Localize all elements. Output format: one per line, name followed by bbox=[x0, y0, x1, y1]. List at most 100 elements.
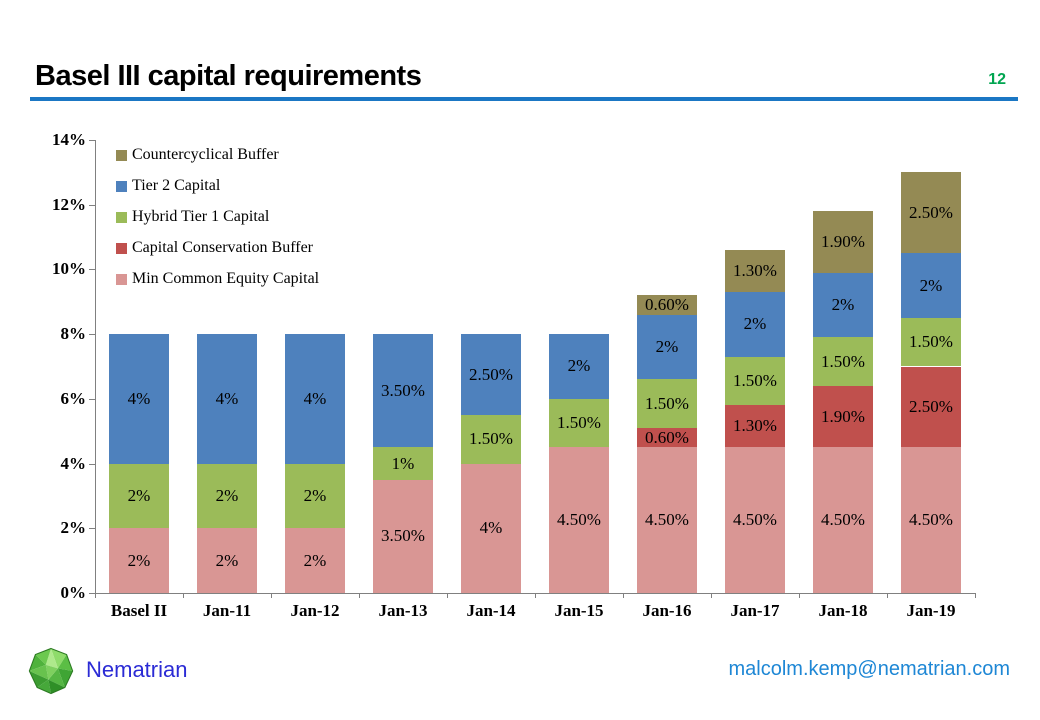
bar-segment-label: 1.90% bbox=[821, 406, 865, 426]
legend-swatch-icon bbox=[116, 273, 127, 285]
x-axis-tick-mark bbox=[887, 593, 888, 598]
x-axis-tick-mark bbox=[359, 593, 360, 598]
bar-segment: 1.50% bbox=[901, 317, 961, 367]
bar-segment: 2% bbox=[285, 463, 345, 529]
contact-email[interactable]: malcolm.kemp@nematrian.com bbox=[728, 658, 1011, 680]
bar-segment: 2% bbox=[109, 463, 169, 529]
bar-segment-label: 1% bbox=[391, 453, 415, 473]
x-axis-tick-mark bbox=[799, 593, 800, 598]
x-axis-category-label: Jan-12 bbox=[290, 601, 340, 620]
legend-item: Capital Conservation Buffer bbox=[116, 239, 319, 257]
bar-segment: 2% bbox=[813, 272, 873, 338]
y-axis-tick-label: 6% bbox=[60, 388, 87, 408]
nematrian-logo-icon bbox=[28, 647, 74, 695]
bar-segment: 1.50% bbox=[549, 398, 609, 448]
bar-segment: 2% bbox=[901, 253, 961, 318]
y-axis-tick-mark bbox=[89, 398, 95, 400]
x-axis-category-label: Jan-13 bbox=[378, 601, 428, 620]
legend-label: Hybrid Tier 1 Capital bbox=[132, 208, 270, 225]
bar-segment-label: 4.50% bbox=[557, 510, 601, 530]
bar-segment-label: 2% bbox=[919, 275, 943, 295]
y-axis-tick-label: 14% bbox=[52, 130, 86, 149]
x-axis-category-label: Jan-14 bbox=[466, 601, 516, 620]
bar-segment-label: 0.60% bbox=[645, 427, 689, 447]
x-axis-tick-mark bbox=[623, 593, 624, 598]
bar-segment-label: 2% bbox=[215, 550, 239, 570]
legend-label: Tier 2 Capital bbox=[132, 177, 221, 194]
legend-label: Capital Conservation Buffer bbox=[132, 239, 313, 256]
bar-segment: 3.50% bbox=[373, 334, 433, 448]
bar-segment-label: 3.50% bbox=[381, 380, 425, 400]
y-axis-tick-mark bbox=[89, 204, 95, 206]
x-axis-tick-mark bbox=[271, 593, 272, 598]
bar-segment: 0.60% bbox=[637, 427, 697, 448]
bar-segment-label: 4.50% bbox=[645, 510, 689, 530]
bar-segment-label: 1.30% bbox=[733, 261, 777, 281]
bar-segment-label: 2% bbox=[127, 550, 151, 570]
bar-segment-label: 2% bbox=[743, 314, 767, 334]
bar-segment-label: 1.30% bbox=[733, 416, 777, 436]
y-axis-tick-label: 2% bbox=[60, 518, 87, 538]
bar-segment: 4.50% bbox=[901, 447, 961, 593]
bar-segment-label: 1.50% bbox=[557, 413, 601, 433]
legend-swatch-icon bbox=[116, 211, 127, 223]
bar-segment: 1.50% bbox=[813, 337, 873, 386]
bar-segment-label: 1.50% bbox=[733, 371, 777, 391]
bar-segment-label: 2.50% bbox=[469, 364, 513, 384]
bar-segment-label: 4% bbox=[479, 518, 503, 538]
bar-segment: 2% bbox=[197, 463, 257, 529]
bar-segment: 2.50% bbox=[901, 366, 961, 448]
x-axis-category-label: Basel II bbox=[110, 601, 168, 620]
bar-segment: 4.50% bbox=[725, 447, 785, 593]
legend-item: Min Common Equity Capital bbox=[116, 270, 319, 288]
legend-swatch-icon bbox=[116, 149, 127, 161]
x-axis-category-label: Jan-18 bbox=[818, 601, 868, 620]
y-axis-tick-label: 4% bbox=[60, 453, 87, 473]
x-axis-tick-mark bbox=[711, 593, 712, 598]
bar-segment-label: 0.60% bbox=[645, 295, 689, 315]
bar-segment-label: 4% bbox=[215, 388, 239, 408]
bar-segment: 4.50% bbox=[549, 447, 609, 593]
y-axis-tick-label: 0% bbox=[60, 583, 87, 602]
bar-segment-label: 2% bbox=[655, 337, 679, 357]
x-axis-category-label: Jan-19 bbox=[906, 601, 956, 620]
legend: Countercyclical Buffer Tier 2 Capital Hybr… bbox=[116, 146, 319, 301]
bar-segment-label: 4.50% bbox=[909, 510, 953, 530]
legend-item: Hybrid Tier 1 Capital bbox=[116, 208, 319, 226]
y-axis-tick-label: 10% bbox=[52, 259, 86, 279]
bar-segment: 1.50% bbox=[637, 379, 697, 428]
bar-segment: 2.50% bbox=[901, 172, 961, 254]
bar-segment-label: 2% bbox=[127, 485, 151, 505]
bar-segment-label: 2% bbox=[303, 550, 327, 570]
legend-item: Countercyclical Buffer bbox=[116, 146, 319, 164]
bar-segment: 1.50% bbox=[461, 415, 521, 464]
brand-name: Nematrian bbox=[86, 657, 188, 682]
x-axis-tick-mark bbox=[183, 593, 184, 598]
y-axis-tick-mark bbox=[89, 334, 95, 336]
bar-segment-label: 2.50% bbox=[909, 396, 953, 416]
x-axis-tick-mark bbox=[95, 593, 96, 598]
bar-segment: 4% bbox=[197, 334, 257, 464]
bar-segment-label: 1.50% bbox=[469, 429, 513, 449]
bar-segment-label: 1.50% bbox=[909, 332, 953, 352]
bar-segment: 2% bbox=[285, 528, 345, 593]
bar-segment: 2.50% bbox=[461, 334, 521, 416]
bar-segment: 2% bbox=[197, 528, 257, 593]
bar-segment-label: 2% bbox=[831, 295, 855, 314]
bar-segment: 1.90% bbox=[813, 385, 873, 448]
x-axis-tick-mark bbox=[975, 593, 976, 598]
y-axis-tick-label: 8% bbox=[60, 324, 87, 344]
x-axis-tick-mark bbox=[535, 593, 536, 598]
page-title: Basel III capital requirements bbox=[35, 60, 422, 92]
bar-segment-label: 1.50% bbox=[645, 393, 689, 413]
header-rule bbox=[30, 97, 1018, 101]
bar-segment: 4% bbox=[109, 334, 169, 464]
x-axis-category-label: Jan-17 bbox=[730, 601, 780, 620]
bar-segment: 1.30% bbox=[725, 405, 785, 448]
legend-swatch-icon bbox=[116, 242, 127, 254]
bar-segment: 4.50% bbox=[637, 447, 697, 593]
bar-segment-label: 2% bbox=[567, 356, 591, 376]
bar-segment-label: 1.50% bbox=[821, 351, 865, 371]
